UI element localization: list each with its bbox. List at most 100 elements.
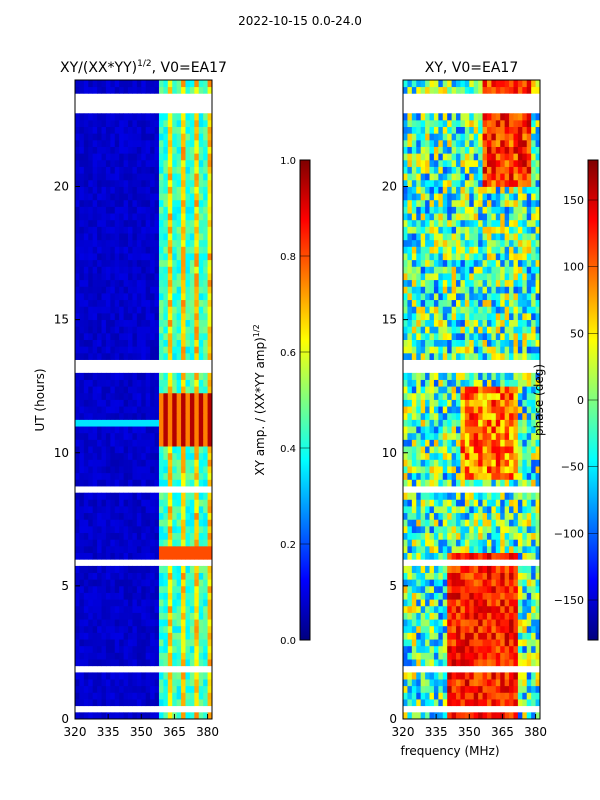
left-heatmap-cell [75,239,80,247]
right-heatmap-cell [535,432,540,440]
left-heatmap-cell [185,446,191,454]
right-heatmap-cell [469,612,475,620]
right-heatmap-cell [531,492,536,500]
left-heatmap-cell [114,565,120,573]
left-heatmap-cell [150,286,155,294]
right-heatmap-cell [491,712,497,719]
left-heatmap-cell [172,266,178,274]
left-heatmap-cell [198,519,204,527]
right-heatmap-cell [433,266,439,274]
right-heatmap-cell [478,273,483,281]
left-heatmap-cell [172,499,178,507]
left-heatmap-cell [203,113,208,121]
left-heatmap-cell [92,399,98,407]
left-heatmap-cell [176,426,182,434]
left-heatmap-cell [110,193,116,201]
left-heatmap-cell [114,452,120,460]
left-heatmap-cell [132,446,138,454]
right-heatmap-cell [442,332,448,340]
left-heatmap-cell [189,86,195,94]
right-heatmap-cell [407,632,413,640]
left-heatmap-cell [185,86,191,94]
right-heatmap-cell [464,625,470,633]
right-heatmap-cell [517,532,523,540]
right-heatmap-cell [495,412,501,420]
right-heatmap-cell [509,699,514,707]
left-heatmap-cell [136,632,142,640]
right-heatmap-cell [438,219,444,227]
left-heatmap-cell [132,599,138,607]
right-heatmap-cell [416,712,422,719]
left-heatmap-cell [172,119,178,127]
right-heatmap-cell [469,446,475,454]
right-heatmap-cell [509,639,514,647]
right-heatmap-cell [464,565,470,573]
left-heatmap-cell [207,186,212,194]
right-heatmap-cell [447,219,453,227]
right-heatmap-cell [500,585,506,593]
left-heatmap-cell [167,699,173,707]
left-heatmap-cell [92,312,98,321]
left-heatmap-cell [88,386,94,394]
right-heatmap-cell [469,652,475,660]
left-heatmap-cell [128,293,133,301]
right-heatmap-cell [526,545,532,553]
left-heatmap-cell [123,619,129,627]
right-heatmap-cell [509,213,514,221]
left-heatmap-cell [154,279,160,287]
right-heatmap-cell [451,499,457,507]
right-heatmap-cell [495,639,501,647]
right-heatmap-cell [486,206,492,214]
left-heatmap-cell [123,632,129,640]
right-heatmap-cell [433,332,439,340]
left-heatmap-cell [83,233,89,241]
right-heatmap-cell [420,312,426,321]
left-heatmap-cell [119,446,125,454]
left-heatmap-cell [185,346,191,354]
right-heatmap-cell [517,432,523,440]
right-heatmap-cell [509,239,514,247]
right-heatmap-cell [411,206,417,214]
left-heatmap-cell [101,372,107,380]
right-heatmap-cell [425,525,430,534]
right-heatmap-cell [504,565,510,573]
left-heatmap-cell [119,126,125,134]
right-heatmap-cell [469,286,475,294]
left-heatmap-cell [150,492,155,500]
left-heatmap-cell [97,253,102,261]
left-heatmap-cell [123,126,129,134]
right-heatmap-cell [469,572,475,580]
left-heatmap-cell [110,392,116,400]
right-heatmap-cell [531,319,536,327]
left-heatmap-cell [79,519,85,527]
left-heatmap-cell [189,625,195,633]
left-heatmap-cell [158,392,164,400]
left-heatmap-cell [92,332,98,340]
right-heatmap-cell [447,712,453,719]
left-heatmap-cell [97,699,102,707]
left-heatmap-cell [92,239,98,247]
right-heatmap-cell [486,506,492,514]
right-heatmap-cell [509,532,514,540]
left-heatmap-cell [97,279,102,287]
right-heatmap-cell [416,699,422,707]
left-heatmap-cell [181,639,186,647]
right-heatmap-cell [451,459,457,467]
left-heatmap-cell [97,439,102,447]
right-heatmap-cell [473,692,479,700]
left-heatmap-cell [88,466,94,474]
left-heatmap-cell [128,439,133,447]
right-heatmap-cell [517,372,523,380]
left-heatmap-cell [136,506,142,514]
left-heatmap-cell [79,532,85,540]
right-heatmap-cell [403,685,408,693]
left-heatmap-cell [163,479,169,487]
left-heatmap-cell [203,512,208,520]
right-heatmap-cell [500,685,506,693]
left-heatmap-cell [181,539,186,547]
left-heatmap-cell [97,579,102,587]
left-heatmap-cell [119,312,125,321]
right-heatmap-cell [526,585,532,593]
right-heatmap-cell [451,246,457,254]
left-heatmap-cell [189,266,195,274]
